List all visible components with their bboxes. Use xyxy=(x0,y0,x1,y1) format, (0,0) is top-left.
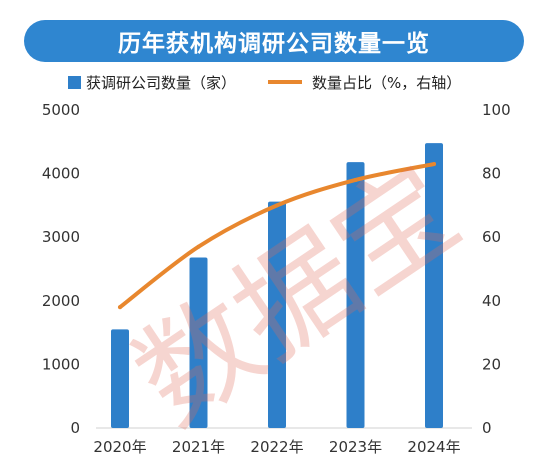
y-right-tick-label: 60 xyxy=(482,228,501,246)
bar xyxy=(268,201,286,428)
x-tick-label: 2022年 xyxy=(250,438,303,456)
ratio-point xyxy=(432,162,436,167)
legend-swatch-bar xyxy=(68,76,81,89)
y-right-tick-label: 20 xyxy=(482,355,501,373)
y-right-tick-label: 80 xyxy=(482,165,501,183)
y-left-tick-label: 3000 xyxy=(42,228,80,246)
bar xyxy=(346,162,365,429)
legend-label-bar: 获调研公司数量（家） xyxy=(86,74,236,92)
chart-title: 历年获机构调研公司数量一览 xyxy=(118,31,430,57)
y-left-tick-label: 4000 xyxy=(42,165,80,183)
y-left-tick-label: 0 xyxy=(70,419,80,437)
y-right-tick-label: 40 xyxy=(482,292,501,310)
x-tick-label: 2024年 xyxy=(407,438,460,456)
bar xyxy=(425,143,443,428)
y-right-tick-label: 0 xyxy=(482,419,492,437)
ratio-point xyxy=(196,244,201,249)
x-tick-label: 2023年 xyxy=(329,438,382,456)
ratio-point xyxy=(353,177,358,182)
y-right-tick-label: 100 xyxy=(482,101,511,119)
legend-label-line: 数量占比（%，右轴） xyxy=(312,74,461,92)
bar xyxy=(111,329,129,428)
x-tick-label: 2020年 xyxy=(93,438,146,456)
y-left-tick-label: 5000 xyxy=(42,101,80,119)
ratio-point xyxy=(275,203,279,208)
y-left-tick-label: 2000 xyxy=(42,292,80,310)
title-banner: 历年获机构调研公司数量一览 xyxy=(24,20,524,62)
ratio-point xyxy=(118,305,122,310)
y-left-tick-label: 1000 xyxy=(42,355,80,373)
x-tick-label: 2021年 xyxy=(172,438,225,456)
bar xyxy=(189,257,208,428)
